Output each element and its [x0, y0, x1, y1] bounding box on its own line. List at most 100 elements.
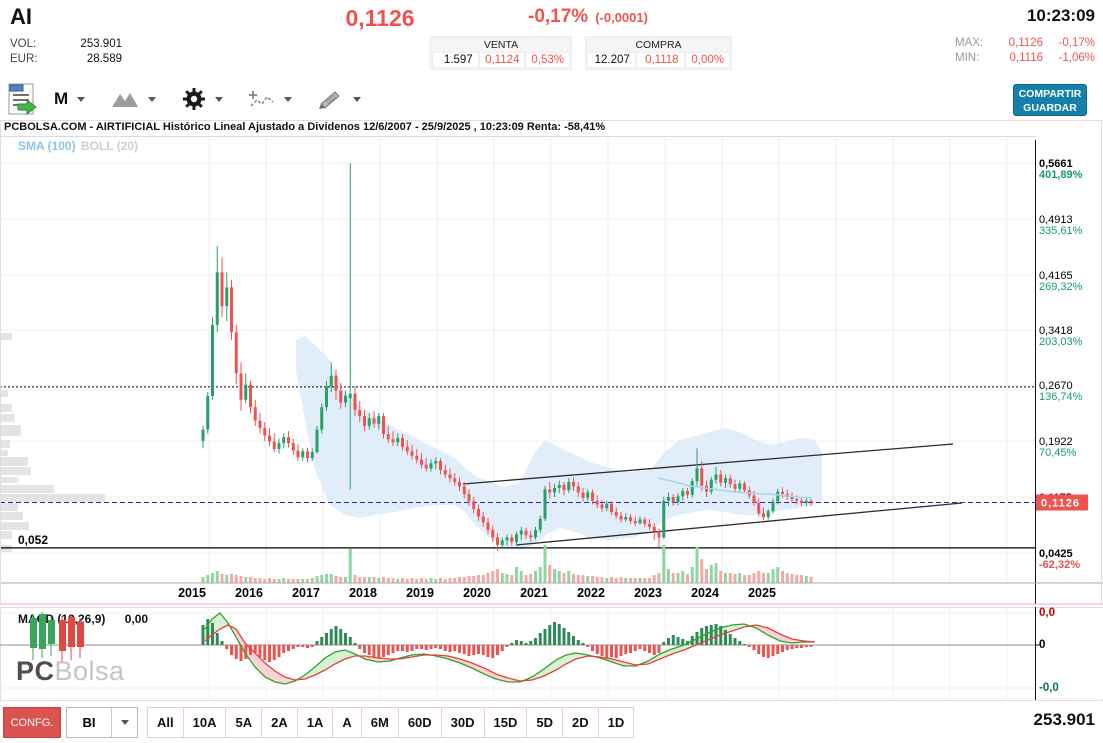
svg-text:2022: 2022 — [577, 586, 605, 600]
range-button-group: All 10A 5A 2A 1A A 6M 60D 30D 15D 5D 2D 1D — [147, 707, 635, 738]
add-indicator-dropdown[interactable] — [249, 89, 293, 109]
svg-text:-62,32%: -62,32% — [1039, 559, 1080, 571]
svg-text:0,5661: 0,5661 — [1039, 158, 1073, 170]
svg-text:401,89%: 401,89% — [1039, 169, 1083, 181]
ask-header: VENTA — [483, 39, 519, 51]
chevron-down-icon — [353, 96, 362, 102]
scale-selected-value[interactable]: BI — [82, 715, 96, 730]
chart-toolbar: M — [4, 80, 375, 118]
session-volume: 253.901 — [1033, 710, 1095, 729]
ask-price: 0,1124 — [478, 52, 526, 68]
export-report-icon — [8, 83, 37, 116]
svg-text:0: 0 — [1039, 639, 1045, 651]
bottom-toolbar: CONFG. BI All 10A 5A 2A 1A A 6M 60D 30D 15D 5D 2D 1D — [0, 707, 635, 738]
bid-box: COMPRA 12.207 0,1118 0,00% — [585, 36, 732, 70]
svg-text:136,74%: 136,74% — [1039, 391, 1083, 403]
price-change: -0,17% (-0,0001) — [528, 6, 648, 28]
svg-text:269,32%: 269,32% — [1039, 281, 1083, 293]
add-indicator-icon — [249, 91, 274, 107]
export-report-button[interactable] — [4, 81, 40, 117]
boll-legend-label[interactable]: BOLL (20) — [80, 139, 139, 153]
max-label: MAX: — [955, 37, 984, 49]
min-pct: -1,06% — [1058, 52, 1095, 64]
logo-pc: PC — [16, 656, 55, 686]
svg-text:70,45%: 70,45% — [1039, 447, 1077, 459]
macd-value: 0,00 — [124, 612, 149, 626]
range-button-5a[interactable]: 5A — [226, 708, 263, 737]
chart-title: PCBOLSA.COM - AIRTIFICIAL Histórico Line… — [0, 121, 1036, 137]
max-min-panel: MAX: 0,1126 -0,17% MIN: 0,1116 -1,06% — [955, 37, 1095, 67]
svg-text:2015: 2015 — [178, 586, 206, 600]
config-button[interactable]: CONFG. — [3, 707, 61, 738]
eur-label: EUR: — [10, 53, 38, 65]
svg-text:2020: 2020 — [463, 586, 491, 600]
pcbolsa-logo-text: PCBolsa — [16, 656, 125, 687]
svg-text:2017: 2017 — [292, 586, 320, 600]
volume-row: VOL: 253.901 — [10, 38, 122, 50]
mountain-chart-icon — [112, 93, 139, 107]
scale-dropdown-button[interactable] — [111, 708, 137, 737]
range-button-60d[interactable]: 60D — [398, 708, 442, 737]
share-label: COMPARTIR — [1018, 88, 1082, 100]
min-row: MIN: 0,1116 -1,06% — [955, 52, 1095, 64]
max-row: MAX: 0,1126 -0,17% — [955, 37, 1095, 49]
logo-bolsa: Bolsa — [54, 656, 125, 686]
chevron-down-icon — [148, 96, 157, 102]
ask-pct: 0,53% — [525, 52, 571, 68]
pcbolsa-logo — [24, 612, 94, 669]
svg-text:2016: 2016 — [235, 586, 263, 600]
min-label: MIN: — [955, 52, 980, 64]
svg-text:0,3418: 0,3418 — [1039, 325, 1073, 337]
svg-text:0,052: 0,052 — [18, 533, 48, 547]
sma-legend-label[interactable]: SMA (100) — [18, 139, 76, 153]
scale-selector: BI — [66, 707, 138, 738]
bid-pct: 0,00% — [684, 52, 730, 68]
svg-text:2019: 2019 — [406, 586, 434, 600]
range-button-1d[interactable]: 1D — [598, 708, 635, 737]
symbol-ticker: AI — [10, 4, 32, 29]
bid-header: COMPRA — [635, 39, 682, 51]
gear-icon — [183, 88, 206, 110]
range-button-10a[interactable]: 10A — [183, 708, 227, 737]
interval-dropdown[interactable]: M — [54, 89, 86, 109]
min-price: 0,1116 — [1009, 52, 1043, 64]
chevron-down-icon — [215, 96, 224, 102]
svg-text:2025: 2025 — [748, 586, 776, 600]
svg-text:0,2670: 0,2670 — [1039, 380, 1073, 392]
svg-text:2023: 2023 — [634, 586, 662, 600]
interval-label: M — [54, 89, 69, 108]
max-price: 0,1126 — [1008, 37, 1043, 49]
chart-type-dropdown[interactable] — [111, 90, 157, 108]
svg-text:0,4165: 0,4165 — [1039, 270, 1073, 282]
eur-row: EUR: 28.589 — [10, 53, 122, 65]
svg-text:0,0: 0,0 — [1039, 607, 1055, 619]
range-button-2a[interactable]: 2A — [262, 708, 298, 737]
svg-text:0,1126: 0,1126 — [1041, 498, 1080, 510]
range-button-2d[interactable]: 2D — [563, 708, 599, 737]
change-percent: -0,17% — [528, 6, 589, 27]
share-save-button[interactable]: COMPARTIR GUARDAR — [1013, 84, 1087, 116]
draw-tools-dropdown[interactable] — [318, 89, 362, 109]
range-button-all[interactable]: All — [148, 708, 184, 737]
range-button-a[interactable]: A — [333, 708, 362, 737]
indicator-legend: SMA (100) BOLL (20) — [18, 139, 138, 153]
ask-box: VENTA 1.597 0,1124 0,53% — [430, 36, 572, 70]
bid-price: 0,1118 — [635, 52, 685, 68]
range-button-1a[interactable]: 1A — [297, 708, 334, 737]
eur-value: 28.589 — [86, 53, 122, 65]
range-button-5d[interactable]: 5D — [527, 708, 564, 737]
bid-qty: 12.207 — [587, 52, 636, 68]
range-button-15d[interactable]: 15D — [484, 708, 528, 737]
settings-dropdown[interactable] — [182, 87, 224, 111]
change-absolute: (-0,0001) — [595, 10, 648, 25]
clock: 10:23:09 — [1026, 6, 1095, 25]
svg-text:2018: 2018 — [349, 586, 377, 600]
svg-text:2024: 2024 — [691, 586, 719, 600]
chevron-down-icon — [284, 96, 293, 102]
pcbolsa-logo-icon — [30, 612, 84, 662]
svg-text:0,1922: 0,1922 — [1039, 436, 1073, 448]
range-button-6m[interactable]: 6M — [361, 708, 399, 737]
range-button-30d[interactable]: 30D — [441, 708, 485, 737]
